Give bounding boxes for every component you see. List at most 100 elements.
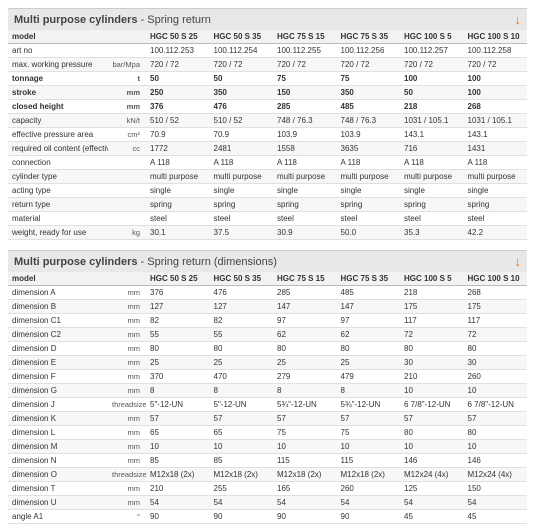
- column-header: HGC 50 S 35: [210, 272, 274, 286]
- cell-value: 54: [337, 496, 401, 510]
- cell-value: multi purpose: [210, 170, 274, 184]
- row-unit: mm: [108, 286, 146, 300]
- cell-value: 25: [273, 356, 337, 370]
- cell-value: 115: [273, 454, 337, 468]
- table-row: required oil content (effective)cc177224…: [8, 142, 527, 156]
- cell-value: multi purpose: [273, 170, 337, 184]
- cell-value: 3635: [337, 142, 401, 156]
- header-label: model: [8, 272, 146, 286]
- cell-value: 57: [400, 412, 464, 426]
- cell-value: 10: [464, 384, 528, 398]
- column-header: HGC 50 S 25: [146, 272, 210, 286]
- table-row: dimension OthreadsizeM12x18 (2x)M12x18 (…: [8, 468, 527, 482]
- cell-value: 6 7/8"-12-UN: [400, 398, 464, 412]
- row-unit: cm²: [108, 128, 146, 142]
- row-label: dimension O: [8, 468, 108, 482]
- row-label: dimension E: [8, 356, 108, 370]
- cell-value: 510 / 52: [146, 114, 210, 128]
- cell-value: single: [146, 184, 210, 198]
- cell-value: 54: [146, 496, 210, 510]
- cell-value: 143.1: [400, 128, 464, 142]
- cell-value: multi purpose: [146, 170, 210, 184]
- row-unit: t: [108, 72, 146, 86]
- row-label: dimension U: [8, 496, 108, 510]
- cell-value: 80: [273, 342, 337, 356]
- cell-value: 479: [337, 370, 401, 384]
- page-root: Multi purpose cylinders - Spring return ↓…: [8, 8, 527, 524]
- header-label: model: [8, 30, 146, 44]
- cell-value: 100: [464, 72, 528, 86]
- table-row: dimension Mmm101010101010: [8, 440, 527, 454]
- cell-value: 720 / 72: [400, 58, 464, 72]
- cell-value: 470: [210, 370, 274, 384]
- section-header: Multi purpose cylinders - Spring return …: [8, 250, 527, 272]
- cell-value: 8: [210, 384, 274, 398]
- cell-value: 25: [337, 356, 401, 370]
- row-label: dimension L: [8, 426, 108, 440]
- cell-value: 476: [210, 100, 274, 114]
- cell-value: 57: [146, 412, 210, 426]
- row-label: art no: [8, 44, 108, 58]
- cell-value: 30.9: [273, 226, 337, 240]
- cell-value: steel: [464, 212, 528, 226]
- cell-value: 146: [464, 454, 528, 468]
- collapse-arrow-icon[interactable]: ↓: [515, 255, 522, 268]
- column-header: HGC 75 S 35: [337, 272, 401, 286]
- table-row: dimension Emm252525253030: [8, 356, 527, 370]
- row-label: dimension N: [8, 454, 108, 468]
- column-header: HGC 50 S 25: [146, 30, 210, 44]
- cell-value: 82: [146, 314, 210, 328]
- cell-value: 510 / 52: [210, 114, 274, 128]
- cell-value: A 118: [210, 156, 274, 170]
- table-row: dimension C2mm555562627272: [8, 328, 527, 342]
- cell-value: 279: [273, 370, 337, 384]
- cell-value: 80: [464, 426, 528, 440]
- section-title: Multi purpose cylinders - Spring return …: [14, 256, 277, 268]
- cell-value: 376: [146, 286, 210, 300]
- cell-value: 1772: [146, 142, 210, 156]
- table-row: dimension Lmm656575758080: [8, 426, 527, 440]
- cell-value: A 118: [337, 156, 401, 170]
- cell-value: 57: [337, 412, 401, 426]
- cell-value: 117: [464, 314, 528, 328]
- table-row: weight, ready for usekg30.137.530.950.03…: [8, 226, 527, 240]
- row-unit: [108, 212, 146, 226]
- cell-value: 115: [337, 454, 401, 468]
- cell-value: A 118: [400, 156, 464, 170]
- cell-value: 80: [146, 342, 210, 356]
- row-label: return type: [8, 198, 108, 212]
- cell-value: 75: [337, 72, 401, 86]
- table-row: dimension Umm545454545454: [8, 496, 527, 510]
- cell-value: 80: [400, 426, 464, 440]
- table-row: dimension Gmm88881010: [8, 384, 527, 398]
- collapse-arrow-icon[interactable]: ↓: [515, 13, 522, 26]
- row-unit: mm: [108, 100, 146, 114]
- cell-value: 8: [273, 384, 337, 398]
- column-header: HGC 100 S 10: [464, 30, 528, 44]
- row-label: weight, ready for use: [8, 226, 108, 240]
- section-title: Multi purpose cylinders - Spring return: [14, 14, 211, 26]
- cell-value: spring: [337, 198, 401, 212]
- row-label: connection: [8, 156, 108, 170]
- cell-value: 25: [210, 356, 274, 370]
- cell-value: single: [210, 184, 274, 198]
- table-row: dimension Fmm370470279479210260: [8, 370, 527, 384]
- cell-value: 376: [146, 100, 210, 114]
- cell-value: 97: [273, 314, 337, 328]
- row-unit: kN/t: [108, 114, 146, 128]
- column-header: HGC 50 S 35: [210, 30, 274, 44]
- cell-value: spring: [464, 198, 528, 212]
- cell-value: 25: [146, 356, 210, 370]
- cell-value: 54: [464, 496, 528, 510]
- row-unit: mm: [108, 300, 146, 314]
- table-row: dimension Amm376476285485218268: [8, 286, 527, 300]
- table-header-row: modelHGC 50 S 25HGC 50 S 35HGC 75 S 15HG…: [8, 272, 527, 286]
- row-unit: [108, 44, 146, 58]
- row-label: dimension M: [8, 440, 108, 454]
- cell-value: 250: [146, 86, 210, 100]
- cell-value: 1031 / 105.1: [464, 114, 528, 128]
- cell-value: 5¾"-12-UN: [337, 398, 401, 412]
- cell-value: 85: [146, 454, 210, 468]
- cell-value: 30: [400, 356, 464, 370]
- cell-value: 117: [400, 314, 464, 328]
